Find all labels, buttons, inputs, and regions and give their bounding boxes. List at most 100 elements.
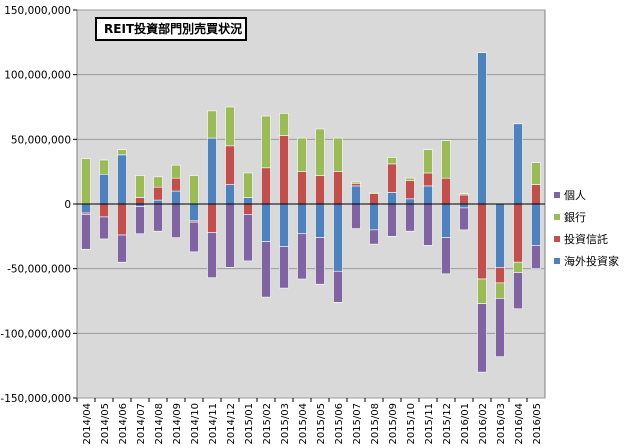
x-tick-label: 2016/04 (514, 403, 525, 445)
legend-swatch (554, 258, 560, 264)
y-axis-ticks: -150,000,000 -100,000,000 -50,000,000 0 50,0… (0, 5, 77, 405)
bar-segment (369, 192, 379, 194)
bar-segment (135, 206, 145, 235)
bar-segment (495, 203, 505, 268)
bar-segment (459, 207, 469, 231)
x-tick-label: 2015/05 (316, 403, 327, 445)
bar-segment (531, 184, 541, 205)
bar-segment (351, 185, 361, 205)
bar-segment (369, 229, 379, 245)
bar-segment (405, 180, 415, 200)
bar-segment (441, 177, 451, 205)
x-tick-label: 2015/04 (298, 403, 309, 445)
bar-segment (225, 106, 235, 147)
legend-swatch (554, 192, 560, 198)
bar-segment (441, 140, 451, 179)
bar-segment (387, 163, 397, 193)
x-tick-label: 2016/01 (460, 403, 471, 445)
x-tick-label: 2014/08 (154, 403, 165, 445)
bar-segment (387, 157, 397, 165)
bar-segment (297, 233, 307, 280)
bar-segment (261, 241, 271, 298)
bar-segment (117, 203, 127, 236)
x-tick-label: 2015/09 (388, 403, 399, 445)
legend-swatch (554, 236, 560, 242)
chart-title: REIT投資部門別売買状況 (104, 21, 242, 36)
bar-segment (333, 270, 343, 303)
x-tick-label: 2014/06 (118, 403, 129, 445)
bar-segment (261, 203, 271, 242)
x-tick-label: 2015/11 (424, 403, 435, 445)
bar-segment (333, 171, 343, 205)
bar-segment (171, 203, 181, 238)
x-tick-label: 2015/10 (406, 403, 417, 445)
y-tick-label: 150,000,000 (4, 5, 71, 17)
bar-segment (495, 282, 505, 299)
bar-segment (459, 194, 469, 205)
bar-segment (405, 203, 415, 232)
bar-segment (477, 203, 487, 280)
bar-segment (315, 203, 325, 238)
bar-segment (225, 184, 235, 205)
legend-label: 個人 (564, 189, 586, 202)
x-tick-label: 2015/02 (262, 403, 273, 445)
bar-segment (423, 172, 433, 187)
x-axis-ticks: 2014/04 2014/05 2014/06 2014/07 2014/08 2014/… (76, 398, 543, 445)
bar-segment (315, 128, 325, 176)
bar-segment (513, 123, 523, 205)
bar-segment (531, 203, 541, 246)
bar-segment (423, 185, 433, 205)
bar-segment (297, 203, 307, 235)
bar-segment (477, 278, 487, 304)
bar-segment (279, 203, 289, 247)
bar-segment (387, 203, 397, 237)
bar-segment (225, 203, 235, 268)
bar-segment (333, 137, 343, 172)
bar-segment (459, 203, 469, 209)
bar-segment (387, 192, 397, 205)
bar-segment (423, 149, 433, 174)
x-tick-label: 2014/12 (226, 403, 237, 445)
legend-label: 海外投資家 (564, 254, 619, 268)
bar-segment (99, 216, 109, 240)
bar-segment (117, 154, 127, 205)
x-tick-label: 2016/02 (478, 403, 489, 445)
x-tick-label: 2014/04 (82, 403, 93, 445)
bar-segment (189, 221, 199, 253)
bar-segment (171, 177, 181, 192)
bar-segment (189, 203, 199, 222)
bar-segment (297, 137, 307, 172)
bar-segment (189, 175, 199, 205)
bar-segment (351, 183, 361, 187)
bar-segment (261, 167, 271, 205)
bar-segment (531, 245, 541, 269)
x-tick-label: 2015/12 (442, 403, 453, 445)
bar-segment (153, 199, 163, 205)
x-tick-label: 2015/08 (370, 403, 381, 445)
bar-segment (369, 203, 379, 231)
bar-segment (243, 203, 253, 215)
bar-segment (297, 171, 307, 205)
bar-segment (99, 203, 109, 218)
y-tick-label: -100,000,000 (0, 328, 71, 340)
bar-segment (117, 234, 127, 263)
bar-segment (513, 261, 523, 273)
x-tick-label: 2014/05 (100, 403, 111, 445)
bar-segment (207, 203, 217, 233)
bar-segment (315, 237, 325, 285)
bar-segment (279, 246, 289, 289)
bar-segment (531, 162, 541, 185)
bar-segment (153, 203, 163, 232)
bar-segment (261, 115, 271, 169)
bar-segment (81, 214, 91, 250)
x-tick-label: 2016/05 (532, 403, 543, 445)
bar-segment (99, 159, 109, 175)
bar-segment (81, 203, 91, 214)
x-tick-label: 2014/11 (208, 403, 219, 445)
bar-segment (171, 164, 181, 179)
legend-label: 投資信託 (564, 232, 608, 246)
bar-segment (117, 149, 127, 156)
y-tick-label: 50,000,000 (11, 134, 71, 146)
